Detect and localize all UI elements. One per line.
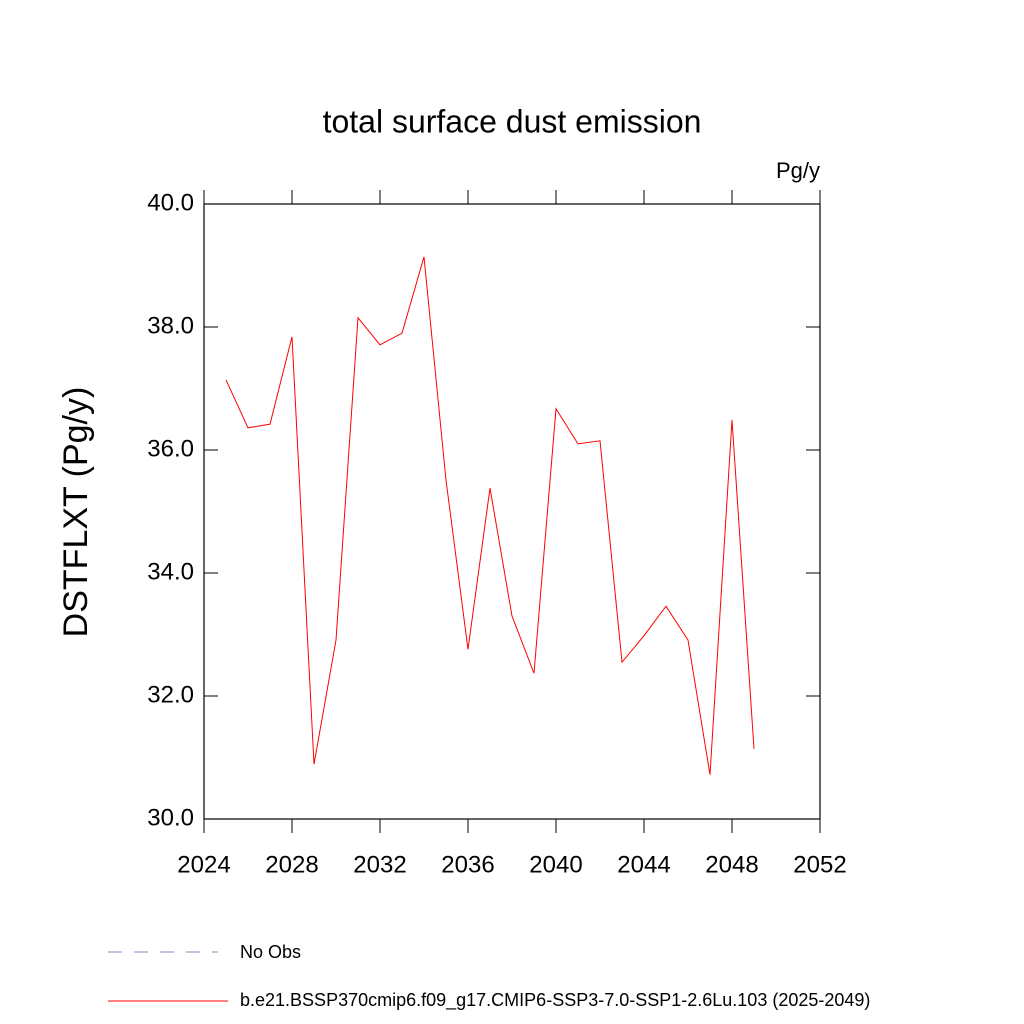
legend-label: b.e21.BSSP370cmip6.f09_g17.CMIP6-SSP3-7.…: [240, 990, 870, 1011]
legend-label: No Obs: [240, 942, 301, 962]
x-tick-label: 2052: [793, 851, 846, 878]
y-tick-label: 36.0: [147, 435, 194, 462]
x-tick-label: 2036: [441, 851, 494, 878]
y-tick-label: 30.0: [147, 804, 194, 831]
x-tick-label: 2044: [617, 851, 670, 878]
x-tick-label: 2024: [177, 851, 230, 878]
units-label: Pg/y: [776, 158, 820, 183]
chart-title: total surface dust emission: [323, 103, 702, 139]
x-tick-label: 2032: [353, 851, 406, 878]
x-tick-label: 2040: [529, 851, 582, 878]
x-tick-label: 2048: [705, 851, 758, 878]
y-tick-label: 40.0: [147, 189, 194, 216]
y-axis-label: DSTFLXT (Pg/y): [57, 387, 95, 638]
y-tick-label: 38.0: [147, 312, 194, 339]
y-tick-label: 34.0: [147, 558, 194, 585]
data-line: [225, 256, 755, 775]
y-tick-label: 32.0: [147, 681, 194, 708]
plot-frame: [203, 203, 821, 820]
x-tick-label: 2028: [265, 851, 318, 878]
